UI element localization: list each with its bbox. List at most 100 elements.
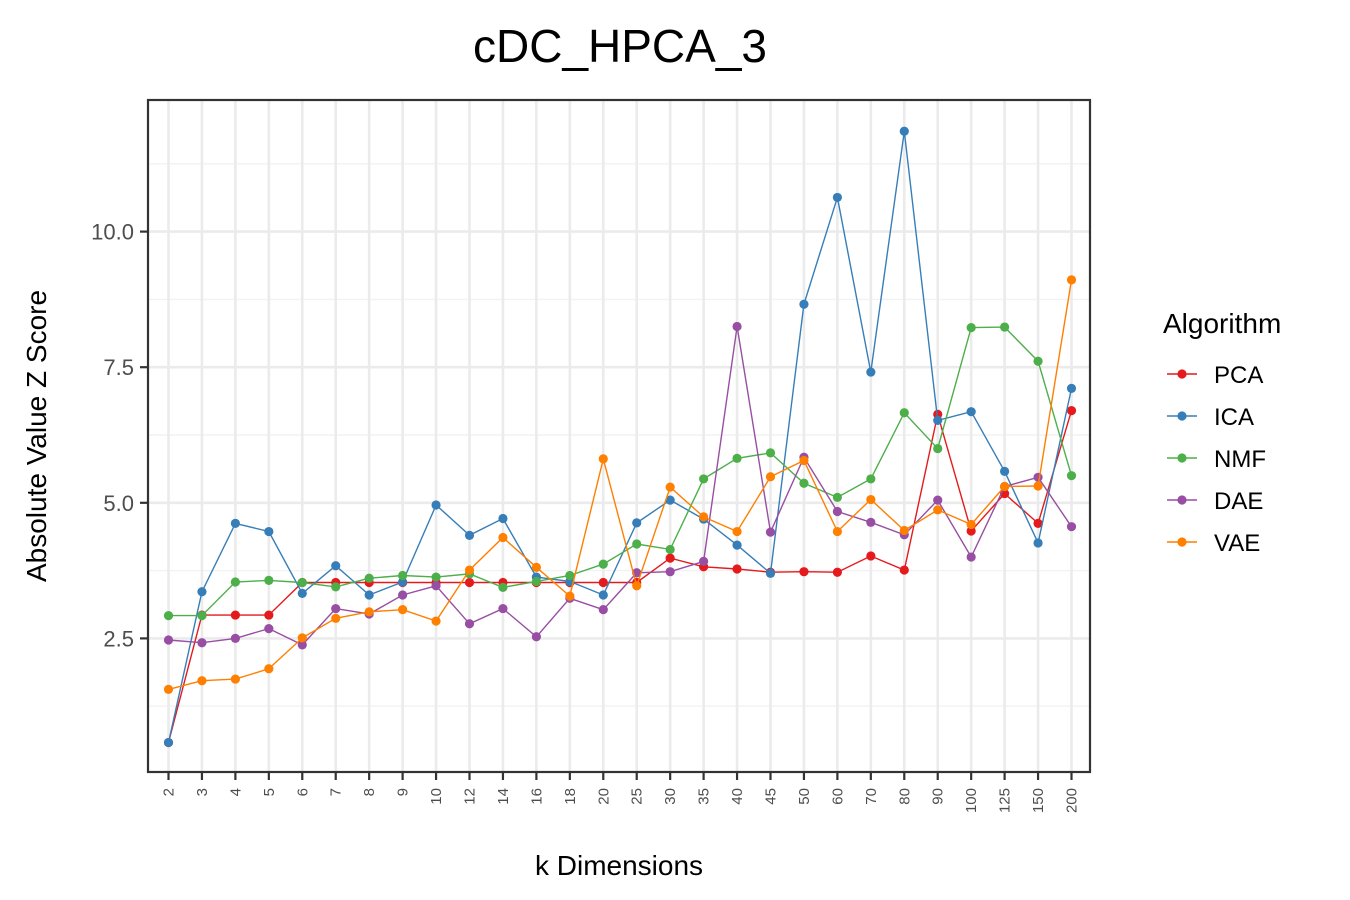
data-point-vae [431,616,441,626]
data-point-nmf [1000,322,1010,332]
x-tick-label: 2 [161,788,178,796]
data-point-nmf [899,408,909,418]
x-tick-label: 7 [328,788,345,796]
y-tick-label: 5.0 [103,491,134,516]
data-point-vae [732,526,742,537]
x-tick-label: 80 [896,788,913,805]
data-point-vae [297,633,307,643]
data-point-ica [498,513,508,524]
data-point-dae [1033,472,1043,482]
y-tick-label: 7.5 [103,355,134,380]
data-point-ica [866,367,876,377]
legend-label: NMF [1214,446,1266,473]
y-tick-label: 2.5 [103,626,134,651]
data-point-vae [498,532,508,543]
data-point-dae [665,567,675,577]
legend-label: ICA [1214,404,1254,431]
legend-item-dae: DAE [1167,488,1263,515]
data-point-vae [1066,275,1077,285]
x-tick-label: 45 [763,788,780,805]
panel-border [146,98,1092,774]
data-point-dae [933,495,943,505]
data-point-ica [732,540,742,550]
data-point-nmf [498,582,508,593]
data-point-dae [331,603,341,614]
data-point-ica [1000,466,1010,476]
data-point-dae [163,635,174,645]
legend: Algorithm PCA ICA NMF DAE VAE [1163,308,1281,557]
data-point-nmf [398,570,408,581]
data-point-vae [598,454,608,464]
data-point-vae [933,505,943,515]
data-point-pca [1066,405,1077,416]
x-tick-label: 3 [194,788,211,796]
data-point-vae [331,613,341,623]
data-point-ica [1033,538,1043,548]
series-line-nmf [168,326,1073,617]
series-ica [163,126,1077,748]
data-point-ica [799,299,809,309]
data-point-vae [665,482,675,492]
data-point-nmf [1033,356,1043,366]
data-point-dae [966,552,976,562]
data-point-vae [264,664,274,674]
data-point-nmf [297,577,307,588]
x-tick-label: 18 [562,788,579,805]
x-tick-label: 25 [629,788,646,805]
data-point-ica [1066,383,1077,393]
data-point-dae [297,640,307,650]
y-tick-label: 10.0 [91,220,134,245]
data-point-nmf [364,573,374,583]
data-point-nmf [163,611,174,621]
legend-item-nmf: NMF [1167,446,1266,473]
data-point-pca [665,553,675,563]
legend-title: Algorithm [1163,308,1281,339]
data-point-nmf [732,453,742,463]
x-tick-label: 4 [227,788,244,796]
x-tick-label: 200 [1064,788,1081,813]
data-point-nmf [230,577,240,587]
x-tick-label: 20 [595,788,612,805]
data-point-vae [531,562,541,572]
legend-key-point [1177,411,1187,421]
data-point-dae [765,527,776,537]
data-point-pca [464,577,475,588]
data-point-dae [431,581,441,591]
data-point-nmf [565,570,575,581]
data-point-dae [230,633,240,644]
data-point-pca [230,610,240,620]
data-point-ica [632,518,642,528]
data-point-pca [799,567,809,577]
data-point-vae [197,676,207,686]
data-point-nmf [264,575,274,585]
legend-label: VAE [1214,530,1260,557]
data-point-dae [398,590,408,600]
data-point-vae [1000,481,1010,492]
x-axis: 2 3 4 5 6 7 8 9 10 12 14 16 18 20 25 30 35 40 45 50 60 70 80 90… [161,772,1081,813]
data-point-nmf [765,448,776,458]
data-point-pca [1033,518,1043,529]
x-tick-label: 90 [930,788,947,805]
y-axis: 2.5 5.0 7.5 10.0 [91,220,148,651]
legend-key-point [1177,453,1187,463]
data-point-dae [598,605,608,615]
x-tick-label: 12 [462,788,479,805]
data-point-nmf [598,559,608,569]
x-tick-label: 60 [829,788,846,805]
data-point-vae [899,525,909,536]
data-point-dae [1066,522,1077,532]
data-point-dae [264,624,274,634]
series-layer [163,126,1077,748]
data-point-ica [197,587,207,597]
data-point-dae [464,619,475,629]
data-point-ica [966,407,976,417]
data-point-pca [832,567,842,577]
data-point-nmf [699,474,709,484]
data-point-vae [765,472,776,482]
x-tick-label: 10 [428,788,445,805]
data-point-dae [498,603,508,614]
data-point-dae [531,632,541,642]
data-point-nmf [632,539,642,549]
data-point-ica [297,588,307,598]
data-point-ica [899,126,909,136]
